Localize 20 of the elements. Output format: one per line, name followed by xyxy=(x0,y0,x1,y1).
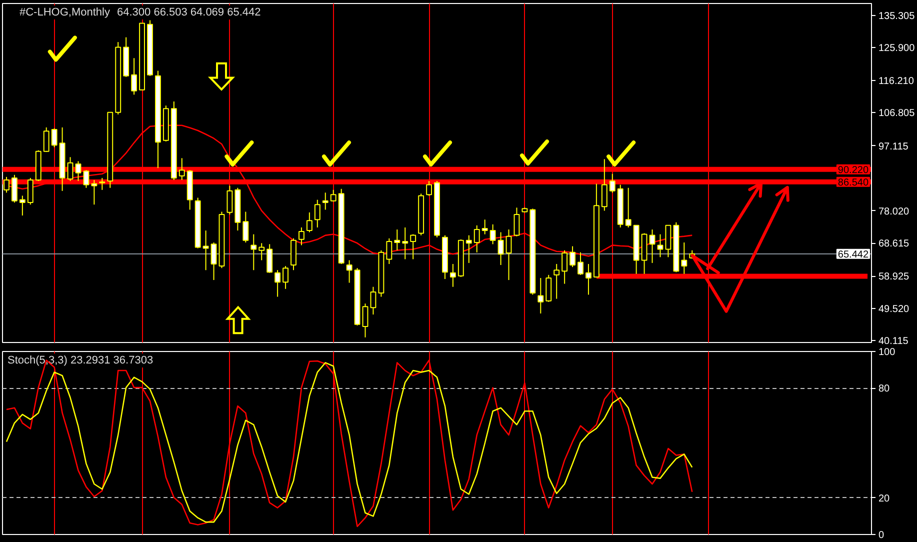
y-tick-label: 135.305 xyxy=(878,10,916,22)
chart-subtitle: 64.300 66.503 64.069 65.442 xyxy=(117,6,261,18)
y-tick-label: 125.900 xyxy=(878,43,916,54)
ref-line-label: 86.540 xyxy=(838,177,869,188)
y-tick-label: 106.805 xyxy=(878,108,916,120)
y-tick-label: 97.115 xyxy=(878,141,909,152)
chart-title: #C-LHOG,Monthly xyxy=(20,6,110,18)
y-tick-label: 78.020 xyxy=(878,206,910,218)
y-tick-label: 0 xyxy=(878,530,884,541)
y-tick-label: 100 xyxy=(878,347,896,358)
y-tick-label: 116.210 xyxy=(878,76,914,88)
y-tick-label: 68.615 xyxy=(878,238,910,250)
y-tick-label: 40.115 xyxy=(878,336,909,347)
ref-line-label: 65.442 xyxy=(838,249,869,260)
y-tick-label: 49.520 xyxy=(878,304,910,315)
chart-title: Stoch(5,3,3) 23.2931 36.7303 xyxy=(8,354,154,366)
y-tick-label: 20 xyxy=(878,493,890,504)
y-tick-label: 58.925 xyxy=(878,272,910,283)
y-tick-label: 80 xyxy=(878,384,890,395)
ref-line-label: 90.220 xyxy=(838,164,869,176)
